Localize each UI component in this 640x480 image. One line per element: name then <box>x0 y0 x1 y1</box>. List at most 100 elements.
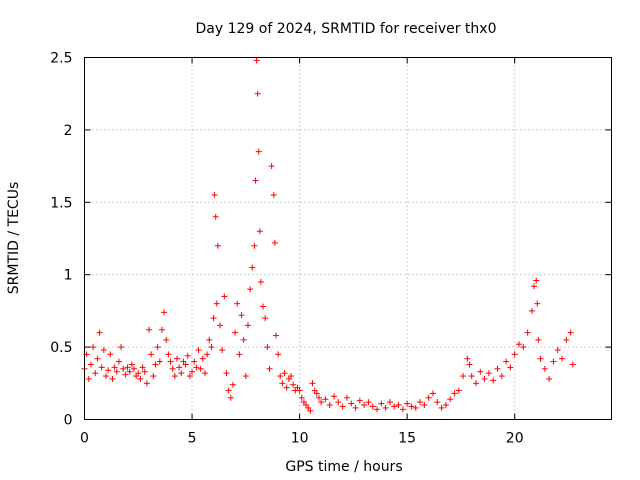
data-point <box>201 370 208 377</box>
data-point <box>206 336 213 343</box>
y-tick-label: 0.5 <box>50 340 72 356</box>
data-point <box>434 399 441 406</box>
data-point <box>460 373 467 380</box>
data-point <box>455 387 462 394</box>
data-point <box>118 344 125 351</box>
data-point <box>158 326 165 333</box>
data-point <box>109 375 116 382</box>
data-point <box>223 370 230 377</box>
data-point <box>378 400 385 407</box>
data-point <box>438 404 445 411</box>
data-point <box>152 361 159 368</box>
data-point <box>331 393 338 400</box>
data-point <box>481 375 488 382</box>
data-point <box>254 90 261 97</box>
x-axis-title: GPS time / hours <box>285 459 402 475</box>
data-point <box>137 375 144 382</box>
data-point <box>326 402 333 409</box>
data-point <box>533 277 540 284</box>
data-point <box>468 373 475 380</box>
data-point <box>391 403 398 410</box>
x-tick-label: 15 <box>398 431 416 447</box>
data-point <box>253 57 260 64</box>
data-point <box>425 394 432 401</box>
data-point <box>141 368 148 375</box>
data-point <box>451 390 458 397</box>
data-point <box>238 312 245 319</box>
data-point <box>242 373 249 380</box>
x-tick-label: 5 <box>188 431 197 447</box>
data-point <box>225 387 232 394</box>
data-point <box>348 400 355 407</box>
data-point <box>98 364 105 371</box>
data-point <box>559 355 566 362</box>
data-point <box>195 346 202 353</box>
data-point <box>546 375 553 382</box>
data-point <box>193 364 200 371</box>
data-point <box>260 303 267 310</box>
data-point <box>182 361 189 368</box>
y-tick-labels: 0 0.5 1 1.5 2 2.5 <box>50 51 72 429</box>
y-tick-label: 1 <box>64 268 73 284</box>
data-point <box>272 332 279 339</box>
data-point <box>197 365 204 372</box>
data-point <box>343 394 350 401</box>
data-point <box>356 397 363 404</box>
data-point <box>256 228 263 235</box>
data-point <box>135 370 142 377</box>
data-point <box>204 351 211 358</box>
data-point <box>211 192 218 199</box>
data-point <box>412 404 419 411</box>
data-point <box>213 300 220 307</box>
data-point <box>442 402 449 409</box>
data-point <box>210 315 217 322</box>
data-point <box>313 390 320 397</box>
data-point <box>524 329 531 336</box>
data-point <box>279 380 286 387</box>
data-point <box>214 242 221 249</box>
data-point <box>154 344 161 351</box>
data-point <box>404 400 411 407</box>
data-point <box>569 361 576 368</box>
y-tick-label: 1.5 <box>50 195 72 211</box>
data-point <box>352 404 359 411</box>
data-point <box>528 307 535 314</box>
data-point <box>221 293 228 300</box>
data-point <box>447 396 454 403</box>
data-point <box>251 242 258 249</box>
data-point <box>498 373 505 380</box>
data-point <box>369 403 376 410</box>
data-point <box>87 361 94 368</box>
data-point <box>266 365 273 372</box>
data-point <box>490 377 497 384</box>
data-point <box>298 394 305 401</box>
data-points <box>81 57 576 414</box>
grid-lines <box>84 57 612 420</box>
data-point <box>173 355 180 362</box>
data-point <box>176 364 183 371</box>
data-point <box>122 371 129 378</box>
data-point <box>85 375 92 382</box>
data-point <box>477 368 484 375</box>
data-point <box>287 373 294 380</box>
x-tick-label: 0 <box>80 431 89 447</box>
data-point <box>361 402 368 409</box>
data-point <box>94 355 101 362</box>
data-point <box>429 390 436 397</box>
data-point <box>252 177 259 184</box>
data-point <box>464 355 471 362</box>
data-point <box>485 370 492 377</box>
y-tick-label: 0 <box>64 413 73 429</box>
data-point <box>516 341 523 348</box>
data-point <box>339 403 346 410</box>
data-point <box>335 399 342 406</box>
data-point <box>531 283 538 290</box>
data-point <box>309 380 316 387</box>
data-point <box>550 358 557 365</box>
data-point <box>290 381 297 388</box>
data-point <box>120 365 127 372</box>
chart-title: Day 129 of 2024, SRMTID for receiver thx… <box>196 21 497 37</box>
data-point <box>244 322 251 329</box>
y-axis-title: SRMTID / TECUs <box>6 182 22 295</box>
